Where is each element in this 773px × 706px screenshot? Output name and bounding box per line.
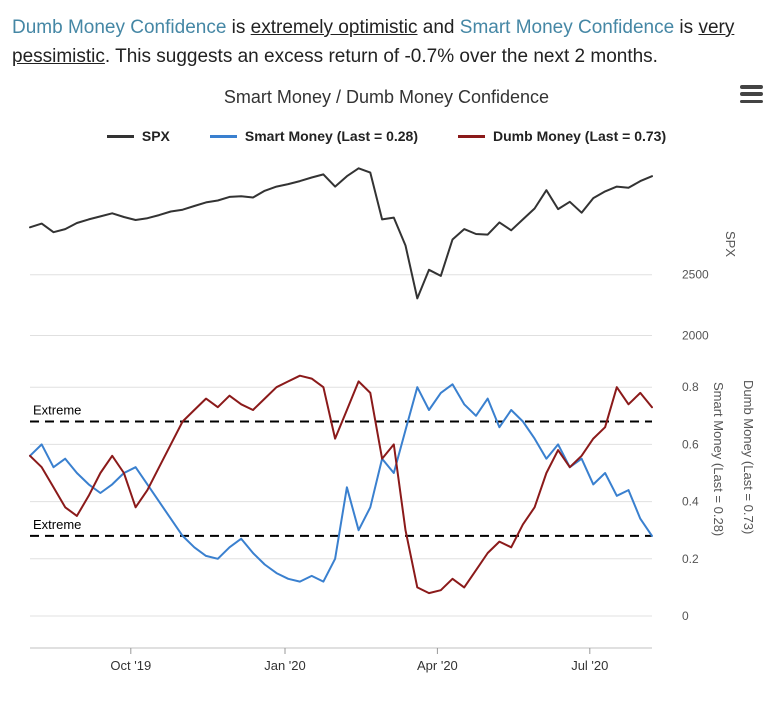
chart-legend: SPX Smart Money (Last = 0.28) Dumb Money… bbox=[0, 128, 773, 144]
very-pessimistic-term[interactable]: very pessimistic bbox=[12, 17, 735, 67]
extreme-label: Extreme bbox=[33, 517, 81, 532]
legend-item-dumb-money[interactable]: Dumb Money (Last = 0.73) bbox=[458, 128, 666, 144]
SPX-line bbox=[29, 167, 653, 300]
smart-money-line bbox=[29, 383, 653, 583]
smart-money-axis-label: Smart Money (Last = 0.28) bbox=[711, 382, 726, 536]
y-tick-label: 0.6 bbox=[682, 437, 699, 451]
smart-money-line-swatch bbox=[209, 134, 237, 138]
dumb-money-line-swatch bbox=[458, 134, 486, 138]
sentiment-summary: Dumb Money Confidence is extremely optim… bbox=[0, 0, 773, 71]
dumb-money-line bbox=[29, 374, 653, 595]
chart-title: Smart Money / Dumb Money Confidence bbox=[223, 87, 550, 107]
summary-text: is bbox=[674, 17, 699, 38]
y-tick-label: 0.4 bbox=[682, 495, 699, 509]
hamburger-bar bbox=[740, 99, 763, 103]
dumb-money-axis-label: Dumb Money (Last = 0.73) bbox=[741, 380, 756, 534]
summary-text: and bbox=[417, 17, 460, 38]
spx-line-swatch bbox=[106, 134, 134, 138]
summary-text: is bbox=[226, 17, 251, 38]
legend-item-smart-money[interactable]: Smart Money (Last = 0.28) bbox=[209, 128, 419, 144]
y-tick-label: 0.8 bbox=[682, 380, 699, 394]
hamburger-bar bbox=[740, 92, 763, 96]
x-tick-label: Apr '20 bbox=[417, 658, 458, 673]
confidence-chart: 2500 2000 0.8 0.6 0.4 0.2 0 Extreme Extreme Oct '… bbox=[29, 167, 756, 673]
y-tick-label: 0.2 bbox=[682, 552, 699, 566]
x-tick-label: Jul '20 bbox=[571, 658, 608, 673]
chart-area: 2500 2000 0.8 0.6 0.4 0.2 0 Extreme Extreme Oct '… bbox=[0, 148, 773, 688]
legend-label-dumb-money: Dumb Money (Last = 0.73) bbox=[493, 128, 667, 144]
legend-item-spx[interactable]: SPX bbox=[106, 128, 170, 144]
spx-axis-label: SPX bbox=[723, 231, 738, 257]
hamburger-bar bbox=[740, 85, 763, 89]
extremely-optimistic-term[interactable]: extremely optimistic bbox=[250, 17, 418, 38]
y-tick-label: 2500 bbox=[682, 268, 709, 282]
extreme-label: Extreme bbox=[33, 403, 81, 418]
legend-label-smart-money: Smart Money (Last = 0.28) bbox=[244, 128, 419, 144]
x-tick-label: Jan '20 bbox=[264, 658, 306, 673]
dumb-money-confidence-link[interactable]: Dumb Money Confidence bbox=[12, 17, 227, 38]
hamburger-menu-icon[interactable] bbox=[740, 85, 763, 103]
x-tick-label: Oct '19 bbox=[110, 658, 151, 673]
legend-label-spx: SPX bbox=[141, 128, 170, 144]
summary-text: . This suggests an excess return of -0.7… bbox=[104, 45, 658, 67]
smart-money-confidence-link[interactable]: Smart Money Confidence bbox=[459, 17, 675, 38]
y-tick-label: 2000 bbox=[682, 329, 709, 343]
y-tick-label: 0 bbox=[682, 609, 689, 623]
